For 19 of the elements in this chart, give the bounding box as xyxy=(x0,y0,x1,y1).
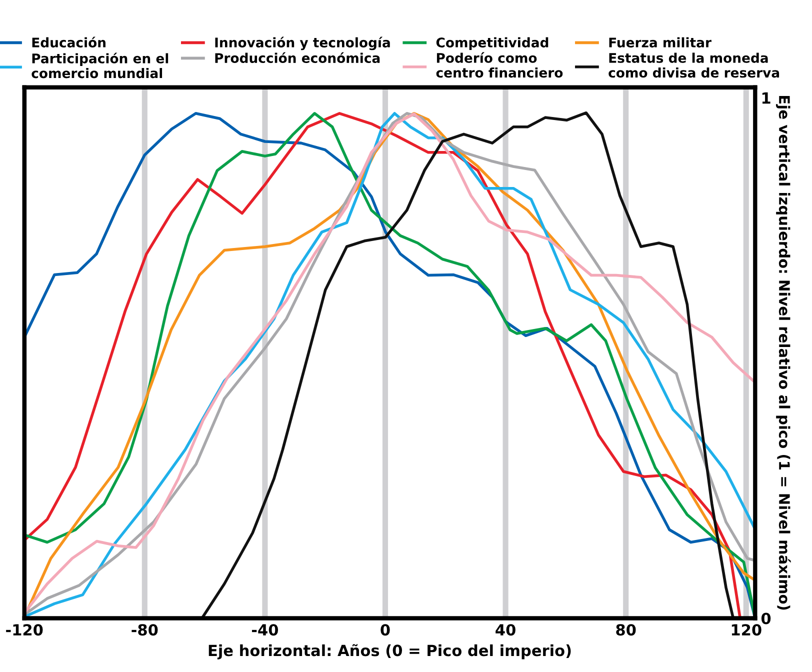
legend-label: Educación xyxy=(32,36,106,48)
legend-label: Participación en el comercio mundial xyxy=(32,52,168,78)
x-tick-label: 120 xyxy=(732,624,762,636)
x-tick-label: 80 xyxy=(616,624,636,636)
legend-label: Poderío como centro financiero xyxy=(436,52,563,78)
x-tick-label: -40 xyxy=(252,624,278,636)
legend-label: Producción económica xyxy=(215,52,380,64)
x-tick-label: 40 xyxy=(496,624,516,636)
legend-label: Competitividad xyxy=(436,37,548,50)
x-tick-label: -80 xyxy=(132,624,158,636)
y-axis-title: Eje vertical izquierdo: Nivel relativo al pico (1 = Nivel máximo) xyxy=(776,96,791,610)
x-tick-label: -120 xyxy=(6,624,43,636)
legend-label: Estatus de la moneda como divisa de reserva xyxy=(608,52,780,78)
y-tick-label: 1 xyxy=(762,92,770,104)
x-tick-label: 0 xyxy=(380,624,390,636)
line-series xyxy=(202,111,735,618)
x-axis-title: Eje horizontal: Años (0 = Pico del imperio) xyxy=(208,644,571,660)
legend-label: Fuerza militar xyxy=(609,37,712,48)
legend-label: Innovación y tecnología xyxy=(215,36,390,50)
